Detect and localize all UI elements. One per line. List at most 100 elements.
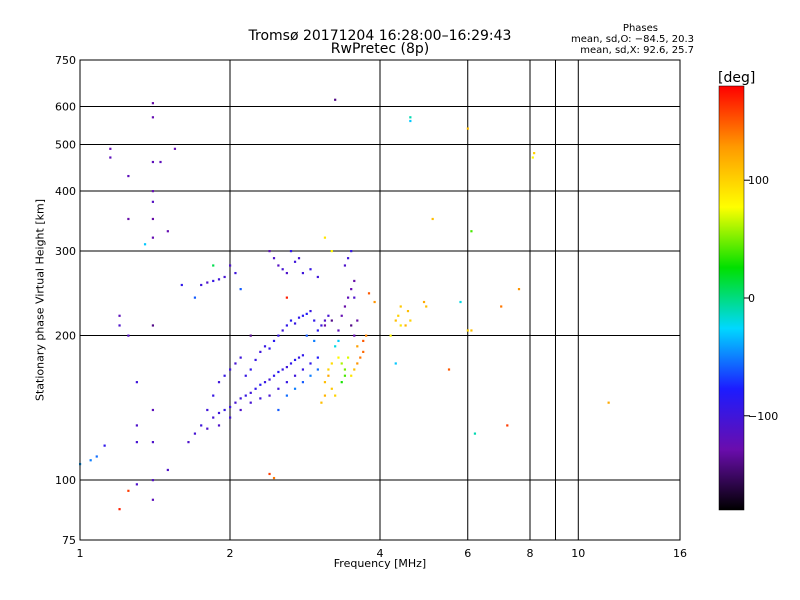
data-point (151, 116, 155, 119)
x-tick-label: 6 (464, 547, 471, 560)
data-point (330, 362, 333, 365)
data-point (285, 381, 288, 384)
data-point (212, 416, 215, 419)
data-point (212, 264, 215, 267)
data-point (297, 316, 301, 319)
data-point (268, 378, 271, 381)
data-point (217, 278, 221, 281)
data-point (151, 190, 155, 193)
colorbar (718, 85, 745, 511)
data-point (263, 381, 267, 384)
data-point (316, 356, 319, 359)
data-point (533, 152, 536, 155)
data-point (343, 374, 347, 377)
data-point (223, 374, 226, 377)
data-point (289, 319, 293, 322)
y-tick-label: 300 (55, 245, 76, 258)
y-tick-label: 750 (55, 54, 76, 67)
data-point (343, 264, 347, 267)
data-point (517, 288, 521, 291)
data-point (281, 329, 284, 332)
x-tick-label: 10 (571, 547, 585, 560)
data-point (249, 391, 252, 394)
data-point (367, 292, 371, 295)
data-point (259, 383, 262, 386)
data-point (309, 268, 312, 271)
data-point (206, 408, 209, 412)
data-point (313, 339, 316, 343)
data-point (103, 444, 106, 447)
data-point (289, 250, 293, 253)
y-tick-label: 500 (55, 139, 76, 152)
data-point (323, 394, 327, 397)
data-point (309, 374, 312, 377)
data-point (200, 283, 203, 287)
data-point (217, 381, 221, 384)
data-point (334, 345, 337, 348)
data-point (330, 387, 333, 390)
data-point (151, 236, 155, 239)
data-point (397, 314, 400, 317)
data-point (356, 319, 359, 322)
data-point (309, 309, 312, 313)
data-point (135, 483, 138, 486)
data-point (293, 358, 297, 362)
data-point (277, 387, 280, 390)
data-point (334, 394, 337, 397)
data-point (180, 283, 183, 287)
data-point (470, 230, 473, 233)
data-point (249, 401, 252, 404)
data-point (229, 405, 232, 409)
data-point (127, 217, 130, 221)
data-point (340, 362, 343, 365)
data-point (346, 296, 350, 299)
scatter-points (79, 98, 610, 511)
data-point (293, 387, 297, 390)
data-point (277, 370, 280, 374)
data-point (289, 362, 293, 365)
data-point (259, 350, 262, 353)
data-point (297, 356, 301, 359)
data-point (151, 479, 155, 482)
data-point (470, 329, 473, 332)
data-point (330, 250, 333, 253)
data-point (277, 264, 280, 267)
data-point (343, 368, 347, 371)
data-point (285, 296, 288, 299)
data-point (193, 296, 197, 299)
data-point (323, 236, 327, 239)
data-point (127, 489, 130, 492)
chart-title-line2: RwPretec (8p) (330, 41, 430, 57)
data-point (356, 345, 359, 348)
data-point (316, 275, 319, 279)
chart-title-line1: Tromsø 20171204 16:28:00–16:29:43 (248, 28, 512, 44)
data-point (234, 362, 237, 365)
data-point (239, 397, 242, 400)
data-point (268, 394, 271, 397)
data-point (459, 300, 462, 304)
data-point (212, 279, 215, 283)
data-point (159, 160, 162, 164)
data-point (239, 356, 242, 359)
colorbar-tick-label: 100 (748, 174, 769, 187)
y-tick-label: 200 (55, 330, 76, 343)
data-point (268, 347, 271, 350)
data-point (254, 387, 257, 390)
data-point (327, 374, 330, 377)
data-point (151, 324, 155, 327)
data-point (293, 260, 297, 263)
data-point (305, 312, 308, 315)
data-point (135, 441, 138, 444)
data-point (206, 427, 209, 430)
data-point (127, 174, 130, 178)
data-point (272, 476, 276, 480)
data-point (500, 305, 503, 308)
data-point (313, 319, 316, 322)
data-point (399, 324, 402, 327)
data-point (151, 408, 155, 412)
data-point (301, 368, 305, 371)
data-point (217, 411, 221, 415)
stats-o-mode: mean, sd,O: −84.5, 20.3 (571, 34, 694, 45)
data-point (301, 381, 305, 384)
